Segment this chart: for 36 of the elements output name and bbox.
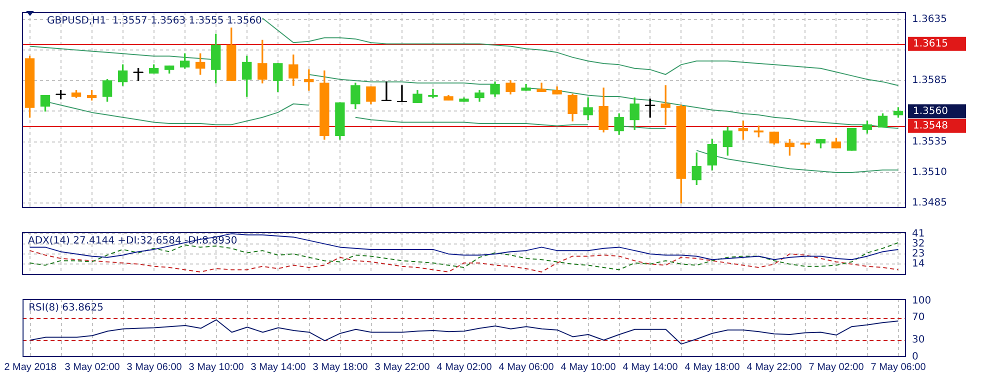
- x-tick-label: 7 May 02:00: [808, 362, 864, 373]
- x-tick-label: 4 May 06:00: [498, 362, 554, 373]
- x-tick-label: 4 May 18:00: [684, 362, 740, 373]
- x-tick-label: 4 May 14:00: [622, 362, 678, 373]
- candlestick: [428, 88, 438, 98]
- x-tick-label: 3 May 02:00: [64, 362, 120, 373]
- y-tick-label: 14: [912, 258, 925, 270]
- text: 1.3560: [913, 106, 948, 117]
- y-tick-label: 1.3635: [912, 14, 947, 25]
- x-tick-label: 3 May 06:00: [126, 362, 182, 373]
- y-tick-label: 0: [912, 352, 918, 363]
- y-tick-label: 1.3585: [912, 75, 947, 86]
- x-tick-label: 4 May 02:00: [436, 362, 492, 373]
- y-tick-label: 1.3510: [912, 167, 947, 178]
- chart-title: ADX(14) 27.4144 +DI:32.6584 -DI:8.8930: [28, 236, 238, 247]
- y-tick-label: 1.3485: [912, 198, 947, 209]
- x-tick-label: 3 May 10:00: [188, 362, 244, 373]
- chart-title: GBPUSD,H1 1.3557 1.3563 1.3555 1.3560: [47, 16, 262, 27]
- x-tick-label: 4 May 22:00: [746, 362, 802, 373]
- ref-line-label: 1.3615: [913, 38, 948, 50]
- x-tick-label: 3 May 22:00: [374, 362, 430, 373]
- x-tick-label: 7 May 06:00: [870, 362, 926, 373]
- x-tick-label: 2 May 2018: [4, 362, 57, 373]
- y-tick-label: 41: [912, 228, 925, 240]
- chart-title: RSI(8) 63.8625: [28, 302, 104, 314]
- y-tick-label: 30: [912, 334, 925, 346]
- x-tick-label: 3 May 14:00: [250, 362, 306, 373]
- y-tick-label: 70: [912, 312, 925, 324]
- y-tick-label: 23: [912, 248, 925, 260]
- line-series: [29, 250, 899, 272]
- x-tick-label: 3 May 18:00: [312, 362, 368, 373]
- y-tick-label: 32: [912, 238, 925, 250]
- x-tick-label: 4 May 10:00: [560, 362, 616, 373]
- ref-line-label: 1.3548: [913, 120, 948, 132]
- y-tick-label: 100: [912, 295, 932, 306]
- y-tick-label: 1.3535: [912, 136, 947, 148]
